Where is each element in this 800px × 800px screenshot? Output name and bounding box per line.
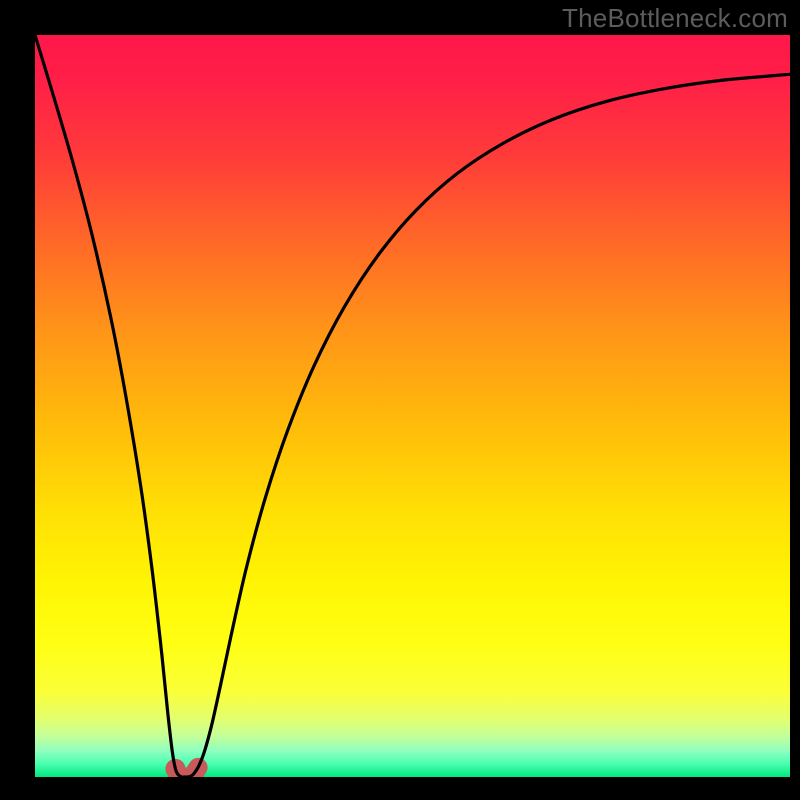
- curve-layer: [35, 35, 790, 777]
- chart-frame: TheBottleneck.com: [0, 0, 800, 800]
- watermark-text: TheBottleneck.com: [562, 3, 788, 34]
- plot-area: [35, 35, 790, 777]
- bottleneck-curve: [35, 35, 790, 777]
